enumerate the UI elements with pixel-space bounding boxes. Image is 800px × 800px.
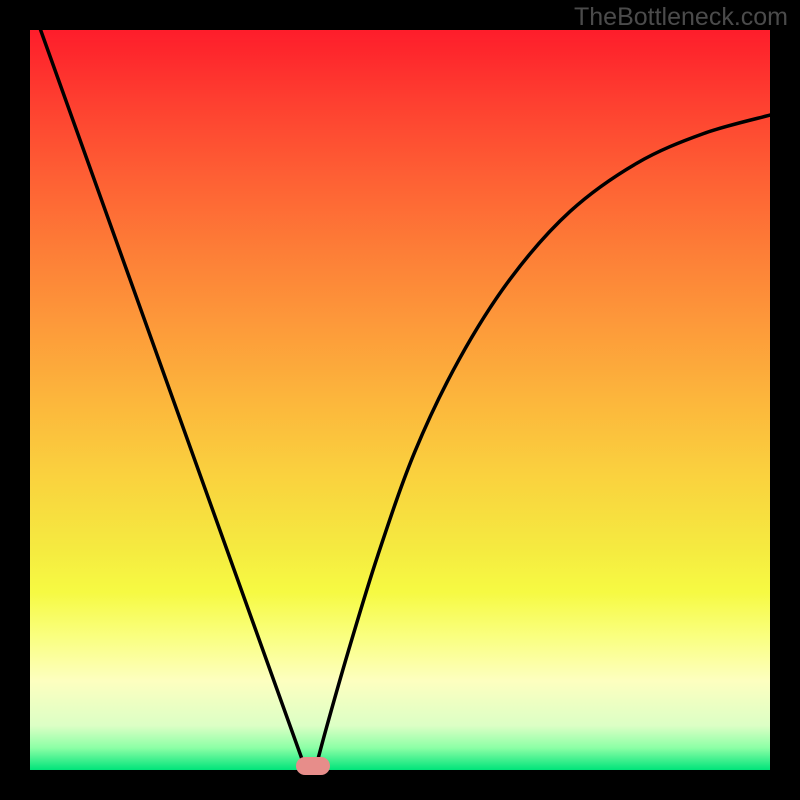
chart-container: TheBottleneck.com: [0, 0, 800, 800]
curve-path: [30, 0, 770, 784]
optimum-marker: [296, 757, 330, 775]
watermark-text: TheBottleneck.com: [574, 3, 788, 32]
plot-area: [30, 30, 770, 770]
curve-layer: [30, 30, 770, 770]
